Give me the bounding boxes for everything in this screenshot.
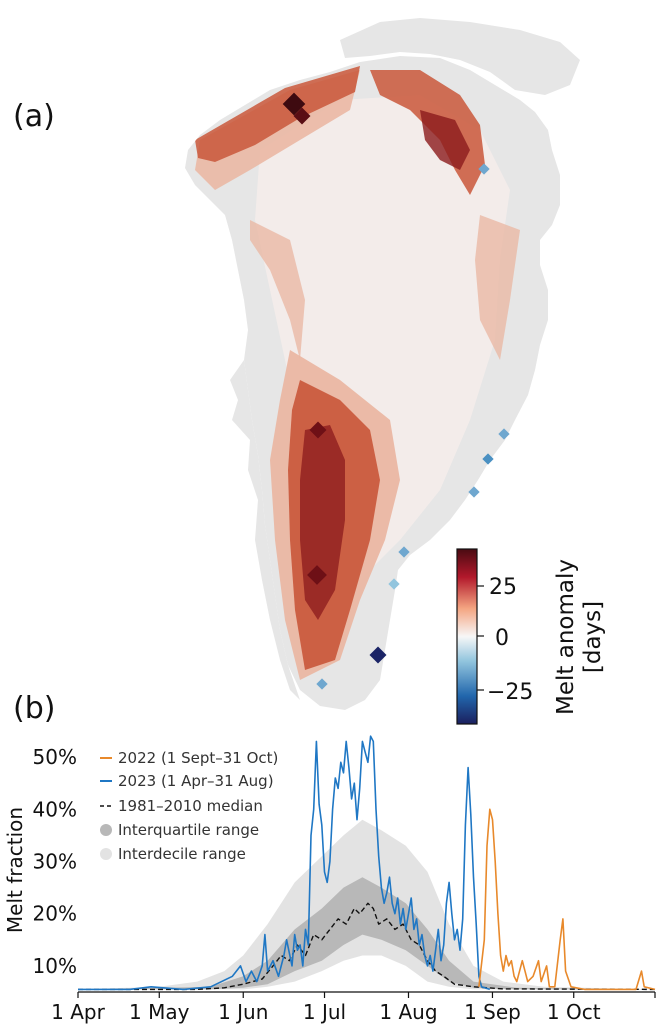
colorbar-tick-label: 25 xyxy=(489,575,517,600)
y-axis-ticks: 10% 20% 30% 40% 50% xyxy=(33,745,77,978)
negative-patch-east-4 xyxy=(468,486,480,498)
colorbar-tick-label: 0 xyxy=(495,626,509,651)
x-tick-label: 1 Jun xyxy=(218,1000,268,1024)
light-positive-east xyxy=(475,215,520,360)
melt-anomaly-field xyxy=(195,66,520,680)
y-tick-label: 30% xyxy=(33,850,77,874)
x-tick-label: 1 Aug xyxy=(379,1000,437,1024)
legend-swatch-interquartile xyxy=(100,824,112,836)
negative-patch-south-east-1 xyxy=(398,546,410,558)
y-tick-label: 10% xyxy=(33,954,77,978)
colorbar-title-line2: [days] xyxy=(580,601,606,673)
x-axis-ticks: 1 Apr 1 May 1 Jun 1 Jul 1 Aug 1 Sep 1 Oct xyxy=(51,992,656,1024)
legend-swatch-interdecile xyxy=(100,848,112,860)
legend-label-2023: 2023 (1 Apr–31 Aug) xyxy=(118,772,274,790)
x-tick-label: 1 May xyxy=(129,1000,190,1024)
y-axis-title: Melt fraction xyxy=(3,807,27,933)
y-tick-label: 40% xyxy=(33,797,77,821)
x-tick-label: 1 Oct xyxy=(547,1000,601,1024)
negative-patch-east-3 xyxy=(482,453,494,465)
legend-label-interdecile: Interdecile range xyxy=(118,845,246,863)
colorbar-title-line1: Melt anomaly xyxy=(553,559,579,715)
series-line-2022 xyxy=(478,808,656,991)
y-tick-label: 20% xyxy=(33,902,77,926)
plot-area: 1 Apr 1 May 1 Jun 1 Jul 1 Aug 1 Sep 1 Oct 10% 2… xyxy=(33,735,656,1024)
legend-label-interquartile: Interquartile range xyxy=(118,821,259,839)
colorbar-tick-label: −25 xyxy=(487,680,533,705)
negative-patch-east-2 xyxy=(498,428,510,440)
positive-north-west-margin xyxy=(195,66,360,162)
negative-patch-south-east-2 xyxy=(388,578,400,590)
northern-islands xyxy=(340,18,580,95)
series-line-2023 xyxy=(78,735,491,991)
legend-label-2022: 2022 (1 Sept–31 Oct) xyxy=(118,749,278,767)
strong-anomaly-south xyxy=(307,565,327,585)
x-tick-label: 1 Sep xyxy=(464,1000,521,1024)
negative-patch-east-1 xyxy=(478,163,490,175)
strong-anomaly-south-west xyxy=(309,421,327,439)
strong-negative-patch-south-east xyxy=(369,646,387,664)
negative-patch-south xyxy=(316,678,328,690)
western-coast-fringe xyxy=(230,360,300,700)
panel-b-label: (b) xyxy=(13,691,55,726)
extreme-anomaly-north xyxy=(282,92,306,116)
light-positive-west xyxy=(250,220,305,360)
y-tick-label: 50% xyxy=(33,745,77,769)
strong-positive-north-east xyxy=(420,110,470,170)
colorbar-bar xyxy=(456,548,478,725)
colorbar: 25 0 −25 Melt anomaly [days] xyxy=(456,548,606,725)
panel-a-label: (a) xyxy=(13,99,55,134)
legend-label-median: 1981–2010 median xyxy=(118,797,263,815)
x-tick-label: 1 Apr xyxy=(51,1000,105,1024)
interquartile-range-band xyxy=(78,877,655,990)
strong-anomaly-north xyxy=(293,107,311,125)
x-tick-label: 1 Jul xyxy=(303,1000,346,1024)
legend: 2022 (1 Sept–31 Oct) 2023 (1 Apr–31 Aug)… xyxy=(100,749,278,863)
data-series xyxy=(78,735,656,991)
extreme-positive-patches xyxy=(282,92,327,585)
greenland-map xyxy=(185,18,580,710)
negative-anomaly-patches xyxy=(316,163,510,690)
